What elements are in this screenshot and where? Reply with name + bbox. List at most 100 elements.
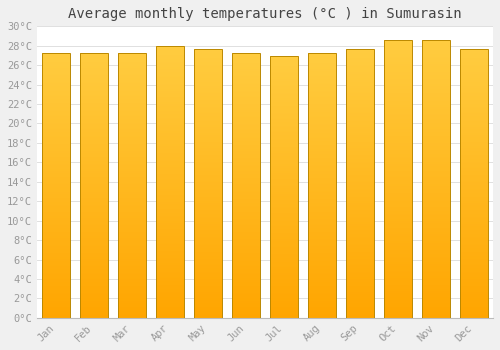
Bar — [232, 299, 260, 301]
Bar — [384, 96, 412, 97]
Bar — [194, 252, 222, 253]
Bar — [232, 284, 260, 285]
Bar — [42, 112, 70, 113]
Bar — [80, 297, 108, 298]
Bar — [460, 279, 488, 280]
Bar — [156, 48, 184, 50]
Bar — [460, 149, 488, 151]
Bar — [460, 92, 488, 93]
Bar — [42, 301, 70, 302]
Bar — [80, 64, 108, 66]
Bar — [156, 311, 184, 313]
Bar — [346, 160, 374, 162]
Bar — [194, 244, 222, 245]
Bar — [460, 111, 488, 112]
Bar — [194, 216, 222, 217]
Bar — [232, 205, 260, 207]
Bar — [460, 90, 488, 92]
Bar — [42, 241, 70, 242]
Bar — [80, 267, 108, 269]
Bar — [80, 83, 108, 84]
Bar — [156, 149, 184, 150]
Bar — [460, 65, 488, 66]
Bar — [80, 198, 108, 200]
Bar — [42, 311, 70, 313]
Bar — [460, 124, 488, 125]
Bar — [422, 110, 450, 111]
Bar — [422, 107, 450, 108]
Bar — [156, 261, 184, 262]
Bar — [460, 208, 488, 209]
Bar — [118, 168, 146, 169]
Bar — [308, 254, 336, 256]
Bar — [346, 54, 374, 55]
Bar — [384, 155, 412, 157]
Bar — [42, 218, 70, 220]
Bar — [80, 121, 108, 123]
Bar — [80, 234, 108, 236]
Bar — [346, 170, 374, 171]
Bar — [346, 253, 374, 254]
Bar — [232, 86, 260, 88]
Bar — [460, 131, 488, 132]
Bar — [118, 169, 146, 170]
Bar — [194, 280, 222, 281]
Bar — [346, 273, 374, 275]
Bar — [384, 112, 412, 113]
Bar — [384, 191, 412, 193]
Bar — [156, 155, 184, 156]
Bar — [384, 285, 412, 286]
Bar — [308, 220, 336, 221]
Bar — [422, 308, 450, 309]
Bar — [232, 122, 260, 124]
Bar — [118, 315, 146, 316]
Bar — [156, 272, 184, 273]
Bar — [156, 88, 184, 89]
Bar — [156, 289, 184, 290]
Bar — [156, 258, 184, 259]
Bar — [270, 250, 298, 251]
Bar — [80, 304, 108, 306]
Bar — [80, 225, 108, 226]
Bar — [42, 113, 70, 115]
Bar — [80, 78, 108, 79]
Bar — [232, 101, 260, 103]
Bar — [308, 227, 336, 228]
Bar — [194, 316, 222, 318]
Bar — [118, 202, 146, 204]
Bar — [460, 104, 488, 105]
Bar — [460, 189, 488, 190]
Bar — [156, 118, 184, 119]
Bar — [156, 253, 184, 254]
Bar — [118, 246, 146, 247]
Bar — [460, 51, 488, 52]
Bar — [194, 94, 222, 96]
Bar — [308, 282, 336, 284]
Bar — [346, 289, 374, 291]
Bar — [384, 70, 412, 72]
Bar — [384, 40, 412, 318]
Bar — [346, 146, 374, 147]
Bar — [384, 233, 412, 235]
Bar — [118, 236, 146, 237]
Bar — [42, 205, 70, 206]
Bar — [80, 59, 108, 61]
Bar — [156, 212, 184, 213]
Bar — [384, 248, 412, 250]
Bar — [80, 302, 108, 303]
Bar — [118, 262, 146, 264]
Bar — [422, 184, 450, 186]
Bar — [156, 216, 184, 217]
Bar — [42, 145, 70, 147]
Bar — [270, 280, 298, 281]
Bar — [156, 290, 184, 292]
Bar — [156, 115, 184, 117]
Bar — [422, 40, 450, 41]
Bar — [308, 75, 336, 76]
Bar — [42, 195, 70, 196]
Bar — [194, 109, 222, 111]
Bar — [42, 187, 70, 188]
Bar — [194, 162, 222, 163]
Bar — [42, 69, 70, 70]
Bar — [42, 78, 70, 79]
